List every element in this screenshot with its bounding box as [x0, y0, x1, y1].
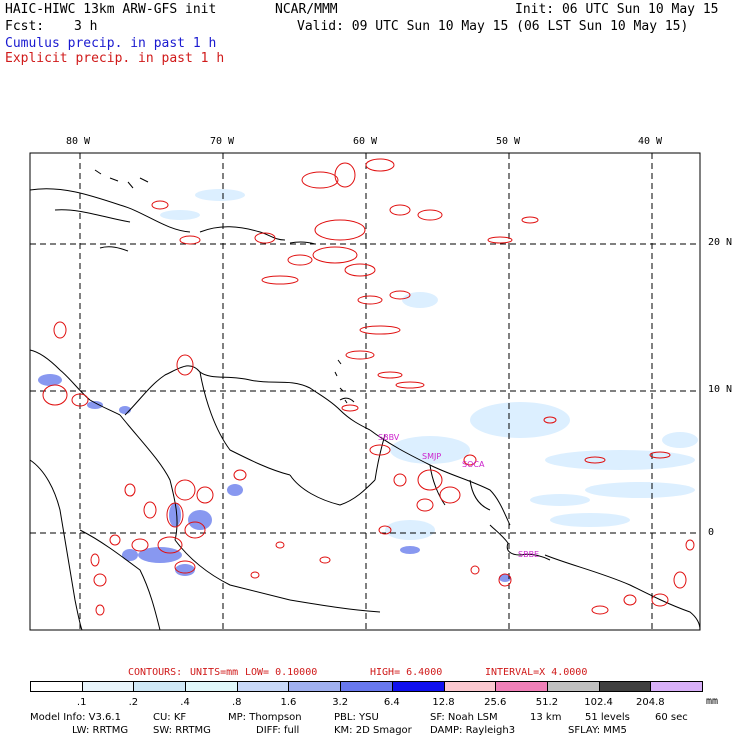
model-info-item: 60 sec: [655, 712, 688, 723]
station-label: SBBE: [518, 550, 539, 559]
cumulus-light-precip: [160, 189, 698, 540]
colorbar-swatch: [30, 681, 83, 692]
colorbar-swatch: [185, 681, 238, 692]
cumulus-legend: Cumulus precip. in past 1 h: [5, 36, 217, 51]
model-info-item: SW: RRTMG: [153, 725, 211, 736]
colorbar-tick-label: 102.4: [584, 697, 613, 708]
coastlines: [29, 169, 701, 631]
explicit-legend: Explicit precip. in past 1 h: [5, 51, 225, 66]
model-info-item: DAMP: Rayleigh3: [430, 725, 516, 736]
colorbar-swatch: [391, 681, 445, 692]
lat-label: 10 N: [708, 384, 733, 395]
cumulus-moderate-precip: [38, 374, 511, 582]
lat-label: 20 N: [708, 237, 733, 248]
lon-label: 40 W: [638, 136, 663, 147]
colorbar-tick-label: 6.4: [383, 697, 400, 708]
colorbar-tick-label: .2: [128, 697, 139, 708]
station-labels: SBBV SMJP SOCA SBBE: [378, 433, 539, 559]
contours-interval: INTERVAL=X 4.0000: [485, 667, 588, 678]
model-info-item: SF: Noah LSM: [430, 712, 498, 723]
contours-label: CONTOURS:: [128, 667, 183, 678]
map-title: HAIC-HIWC 13km ARW-GFS init: [5, 2, 217, 17]
lon-label: 60 W: [353, 136, 378, 147]
model-info-item: DIFF: full: [256, 725, 300, 736]
contours-low: LOW= 0.10000: [245, 667, 318, 678]
model-info-item: SFLAY: MM5: [568, 725, 627, 736]
colorbar-tick-label: 51.2: [535, 697, 559, 708]
colorbar-swatch: [236, 681, 290, 692]
model-info-item: MP: Thompson: [228, 712, 302, 723]
colorbar-swatch: [133, 681, 187, 692]
graticule: [30, 153, 700, 630]
colorbar-units: mm: [706, 696, 719, 707]
colorbar-tick-label: 3.2: [332, 697, 349, 708]
contours-units: UNITS=mm: [190, 667, 239, 678]
colorbar-tick-label: .4: [180, 697, 190, 708]
colorbar-tick-label: .1: [76, 697, 87, 708]
init-time: Init: 06 UTC Sun 10 May 15: [515, 2, 719, 17]
colorbar-tick-label: 12.8: [432, 697, 455, 708]
model-info-item: 51 levels: [585, 712, 630, 723]
model-info-item: PBL: YSU: [334, 712, 379, 723]
colorbar-swatch: [495, 681, 548, 692]
station-label: SMJP: [422, 452, 441, 461]
colorbar-tick-label: .8: [231, 697, 242, 708]
colorbar-tick-label: 25.6: [484, 697, 507, 708]
lat-label: 0: [708, 527, 715, 538]
valid-time: Valid: 09 UTC Sun 10 May 15 (06 LST Sun …: [297, 19, 689, 34]
lon-label: 50 W: [496, 136, 521, 147]
colorbar-swatch: [443, 681, 497, 692]
colorbar-swatch: [650, 681, 703, 692]
colorbar-swatch: [340, 681, 393, 692]
fcst-label: Fcst:: [5, 19, 45, 34]
explicit-precip-contours: [42, 158, 695, 616]
organization: NCAR/MMM: [275, 2, 338, 17]
model-info-item: 13 km: [530, 712, 562, 723]
colorbar-swatch: [288, 681, 342, 692]
fcst-value: 3 h: [74, 19, 98, 34]
model-info-item: LW: RRTMG: [72, 725, 129, 736]
model-info-item: KM: 2D Smagor: [334, 725, 412, 736]
lon-label: 80 W: [66, 136, 91, 147]
contours-high: HIGH= 6.4000: [370, 667, 443, 678]
model-info-item: CU: KF: [153, 712, 187, 723]
colorbar-swatch: [598, 681, 652, 692]
colorbar-swatch: [546, 681, 600, 692]
station-label: SBBV: [378, 433, 400, 442]
colorbar-tick-label: 204.8: [635, 697, 665, 708]
lon-label: 70 W: [210, 136, 235, 147]
colorbar-swatch: [81, 681, 135, 692]
colorbar-tick-label: 1.6: [280, 697, 297, 708]
model-info-item: Model Info: V3.6.1: [30, 712, 121, 723]
station-label: SOCA: [462, 460, 485, 469]
